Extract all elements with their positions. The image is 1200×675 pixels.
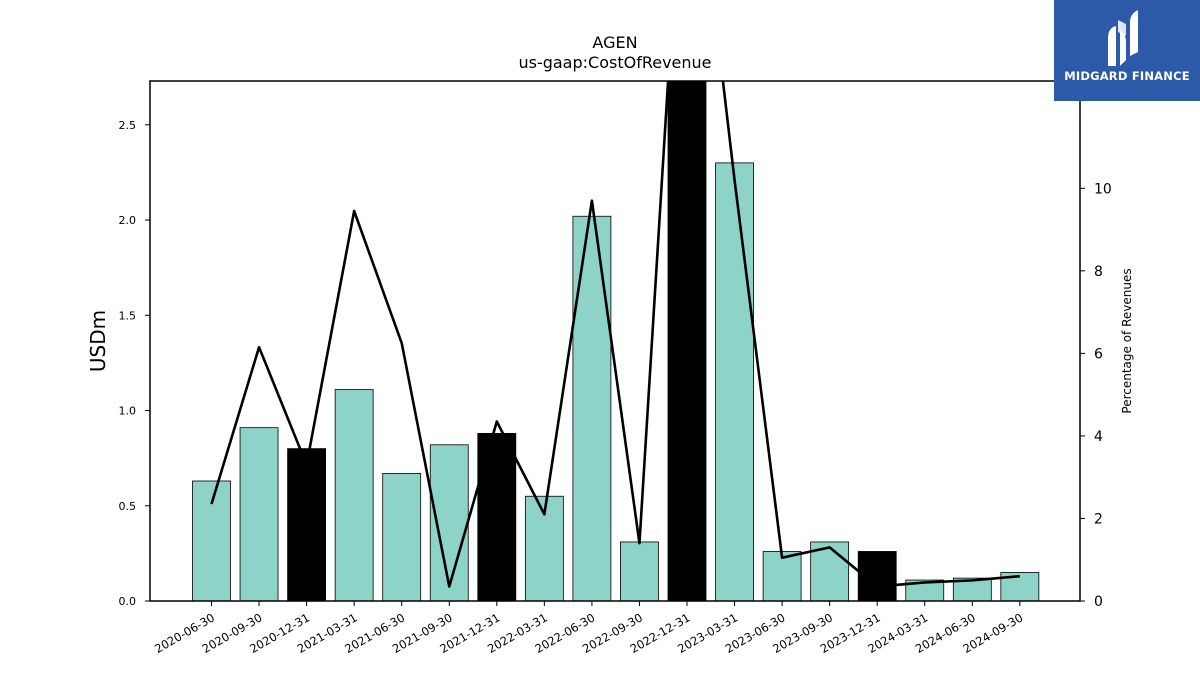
- bar: [382, 472, 422, 601]
- chart-title: AGEN: [592, 33, 637, 52]
- y2-tick-label: 2: [1094, 511, 1103, 527]
- logo-text: MIDGARD FINANCE: [1064, 69, 1190, 83]
- y2-axis-label: Percentage of Revenues: [1120, 268, 1134, 413]
- y-tick-label: 1.0: [119, 405, 137, 418]
- bar: [334, 389, 374, 601]
- bar: [857, 551, 897, 601]
- y2-tick-label: 6: [1094, 346, 1103, 362]
- bar: [477, 432, 517, 601]
- bar: [192, 480, 231, 601]
- y2-tick-label: 4: [1094, 429, 1103, 445]
- brand-logo: MIDGARD FINANCE: [1054, 0, 1200, 101]
- y2-tick-label: 10: [1094, 181, 1112, 197]
- bar: [287, 448, 327, 601]
- line-series: [210, 81, 1020, 588]
- bar: [715, 162, 754, 601]
- logo-mark-icon: [1108, 10, 1138, 66]
- bar: [620, 541, 659, 601]
- y-tick-label: 1.5: [119, 309, 137, 322]
- plot-frame: [149, 80, 1081, 602]
- y-tick-label: 2.0: [119, 214, 137, 227]
- y-tick-label: 0.0: [119, 595, 137, 608]
- y2-tick-label: 0: [1094, 594, 1103, 610]
- y2-tick-label: 8: [1094, 264, 1103, 280]
- y-tick-label: 0.5: [119, 500, 137, 513]
- bar: [667, 81, 707, 601]
- y-tick-label: 2.5: [119, 119, 137, 132]
- chart-subtitle: us-gaap:CostOfRevenue: [518, 53, 711, 72]
- bar: [952, 577, 992, 601]
- bar: [810, 541, 850, 601]
- y-axis-label: USDm: [86, 310, 110, 372]
- bar: [239, 427, 279, 601]
- bar: [572, 215, 612, 601]
